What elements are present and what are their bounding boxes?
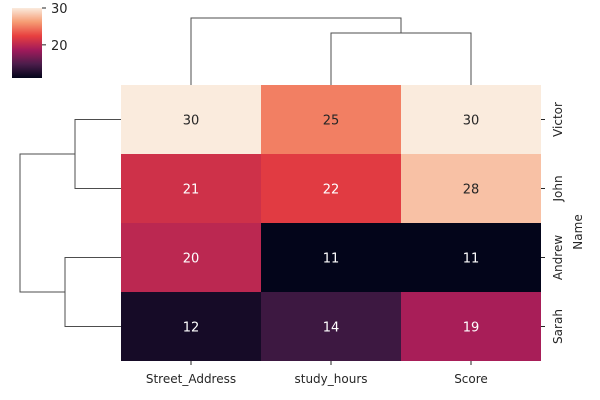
y-axis-label: Name — [571, 214, 585, 249]
cell-value-label: 11 — [323, 252, 340, 267]
x-tick-label: Street_Address — [146, 372, 236, 386]
colorbar-tick-label: 20 — [51, 39, 68, 54]
cell-value-label: 19 — [463, 321, 480, 336]
heatmap-cell — [401, 223, 541, 292]
cell-value-label: 30 — [183, 114, 200, 129]
row-dendrogram-link — [74, 119, 121, 189]
cell-value-label: 30 — [463, 114, 480, 129]
heatmap-cell — [401, 292, 541, 361]
y-tick-label: Victor — [551, 102, 565, 137]
cell-value-label: 28 — [463, 183, 480, 198]
row-dendrogram-link — [64, 257, 121, 327]
cell-value-label: 12 — [183, 321, 200, 336]
cell-value-label: 20 — [183, 252, 200, 267]
cell-value-label: 11 — [463, 252, 480, 267]
heatmap-cell — [121, 223, 261, 292]
heatmap-cell — [121, 154, 261, 223]
x-tick-labels: Street_Address study_hours Score — [146, 361, 488, 386]
heatmap-cell — [261, 85, 401, 154]
x-tick-label: Score — [454, 372, 488, 386]
heatmap-cell — [261, 154, 401, 223]
heatmap-cell — [121, 85, 261, 154]
heatmap-cell — [261, 223, 401, 292]
column-dendrogram-link — [190, 17, 402, 85]
column-dendrogram — [190, 17, 472, 85]
heatmap-cell — [401, 154, 541, 223]
y-tick-label: Andrew — [551, 235, 565, 280]
column-dendrogram-link — [330, 32, 472, 85]
y-tick-labels: Victor John Andrew Sarah — [541, 102, 565, 344]
cell-value-label: 21 — [183, 183, 200, 198]
row-dendrogram — [19, 119, 121, 327]
heatmap-cell — [261, 292, 401, 361]
cell-value-label: 14 — [323, 321, 340, 336]
cell-value-label: 22 — [323, 183, 340, 198]
heatmap-cell — [121, 292, 261, 361]
colorbar-gradient — [12, 8, 42, 78]
heatmap-cell — [401, 85, 541, 154]
row-dendrogram-link — [19, 153, 75, 293]
y-tick-label: Sarah — [551, 309, 565, 344]
cell-value-label: 25 — [323, 114, 340, 129]
x-tick-label: study_hours — [294, 372, 367, 386]
colorbar-tick-label: 30 — [51, 2, 68, 17]
heatmap-cells: 30 25 30 21 22 28 20 11 11 12 14 19 — [121, 85, 541, 361]
y-tick-label: John — [551, 175, 565, 202]
